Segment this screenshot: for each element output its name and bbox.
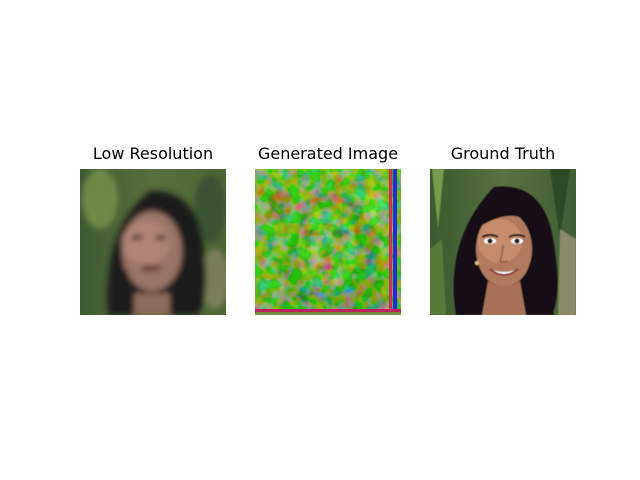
ground-truth-image xyxy=(430,169,576,315)
generated-image xyxy=(255,169,401,315)
panel-title: Low Resolution xyxy=(92,144,214,163)
panel-title: Ground Truth xyxy=(450,144,556,163)
low-resolution-image xyxy=(80,169,226,315)
panel-title: Generated Image xyxy=(257,144,399,163)
